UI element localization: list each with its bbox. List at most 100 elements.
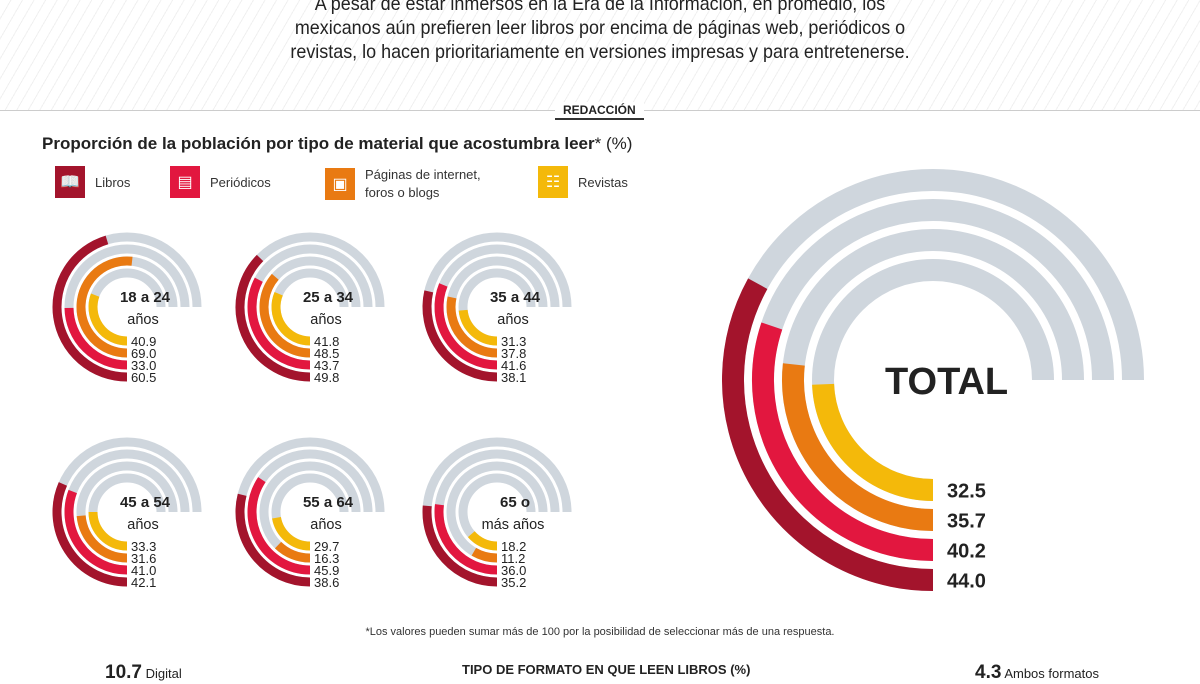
value-label-paginas: 16.3 — [314, 551, 339, 566]
format-title: TIPO DE FORMATO EN QUE LEEN LIBROS (%) — [462, 662, 751, 677]
arc-libros — [52, 235, 128, 382]
group-label: TOTAL — [885, 361, 1008, 403]
arc-revistas — [467, 531, 498, 551]
value-label-revistas: 18.2 — [501, 539, 526, 554]
value-label-periodicos: 41.6 — [501, 358, 526, 373]
value-label-revistas: 41.8 — [314, 334, 339, 349]
value-label-periodicos: 43.7 — [314, 358, 339, 373]
intro-text: A pesar de estar inmersos en la Era de l… — [278, 0, 922, 64]
magazine-icon: ☷ — [538, 166, 568, 198]
arc-libros — [235, 493, 311, 587]
arc-paginas — [76, 256, 133, 358]
value-label-libros: 38.6 — [314, 575, 339, 590]
header-background — [0, 0, 1200, 110]
intro-line: revistas, lo hacen prioritariamente en v… — [290, 41, 910, 63]
group-label: años — [497, 312, 528, 328]
arc-libros — [422, 290, 498, 382]
both-value: 4.3 — [975, 662, 1002, 683]
arc-libros — [722, 278, 934, 591]
arc-libros — [422, 505, 498, 587]
legend-label: Páginas de internet, — [365, 167, 481, 182]
group-label: años — [310, 517, 341, 533]
value-label-periodicos: 41.0 — [131, 563, 156, 578]
arc-periodicos — [247, 277, 311, 370]
digital-value: 10.7 — [105, 662, 142, 683]
track-arc — [446, 461, 548, 563]
value-label-libros: 42.1 — [131, 575, 156, 590]
arc-periodicos — [434, 283, 498, 370]
value-label-paginas: 35.7 — [947, 511, 986, 533]
value-label-revistas: 29.7 — [314, 539, 339, 554]
both-label: Ambos formatos — [1004, 666, 1099, 681]
value-label-libros: 60.5 — [131, 370, 156, 385]
group-label: más años — [482, 517, 545, 533]
value-label-libros: 38.1 — [501, 370, 526, 385]
group-label: 25 a 34 — [303, 289, 354, 306]
value-label-paginas: 69.0 — [131, 346, 156, 361]
arc-revistas — [812, 383, 934, 501]
group-label: 35 a 44 — [490, 289, 541, 306]
value-label-libros: 49.8 — [314, 370, 339, 385]
chart-title: Proporción de la población por tipo de m… — [42, 134, 632, 154]
arc-periodicos — [247, 477, 311, 575]
value-label-periodicos: 40.2 — [947, 541, 986, 563]
arc-paginas — [259, 273, 311, 358]
arc-paginas — [782, 363, 934, 531]
book-icon: 📖 — [55, 166, 85, 198]
value-label-paginas: 48.5 — [314, 346, 339, 361]
byline: REDACCIÓN — [555, 102, 644, 120]
arc-revistas — [272, 516, 311, 551]
value-label-revistas: 32.5 — [947, 481, 986, 503]
legend-label: Revistas — [578, 174, 628, 190]
group-label: 18 a 24 — [120, 289, 171, 306]
footnote: *Los valores pueden sumar más de 100 por… — [365, 626, 835, 638]
arc-paginas — [274, 541, 311, 563]
group-label: 55 a 64 — [303, 494, 354, 511]
group-label: años — [127, 517, 158, 533]
group-label: años — [127, 312, 158, 328]
arc-revistas — [88, 511, 128, 551]
legend-revistas: ☷ Revistas — [538, 166, 628, 198]
both-stat: 4.3 Ambos formatos — [975, 662, 1099, 684]
arc-paginas — [471, 547, 498, 563]
arc-revistas — [271, 292, 311, 346]
group-label: 45 a 54 — [120, 494, 171, 511]
arc-periodicos — [64, 489, 128, 575]
legend-label: Libros — [95, 174, 131, 190]
digital-stat: 10.7 Digital — [105, 662, 182, 684]
legend-libros: 📖 Libros — [55, 166, 130, 198]
value-label-periodicos: 36.0 — [501, 563, 526, 578]
value-label-paginas: 31.6 — [131, 551, 156, 566]
intro-line: mexicanos aún prefieren leer libros por … — [294, 17, 906, 39]
arc-revistas — [458, 309, 498, 346]
legend-periodicos: ▤ Periódicos — [170, 166, 271, 198]
intro-line: A pesar de estar inmersos en la Era de l… — [314, 0, 886, 15]
legend-paginas: ▣ Páginas de internet, foros o blogs — [325, 166, 481, 202]
arc-periodicos — [64, 307, 128, 370]
chart-title-text: Proporción de la población por tipo de m… — [42, 134, 595, 153]
newspaper-icon: ▤ — [170, 166, 200, 198]
legend-label: Periódicos — [210, 174, 271, 190]
value-label-revistas: 31.3 — [501, 334, 526, 349]
legend-label: foros o blogs — [365, 185, 440, 200]
value-label-revistas: 40.9 — [131, 334, 156, 349]
value-label-paginas: 11.2 — [501, 551, 525, 566]
value-label-revistas: 33.3 — [131, 539, 156, 554]
value-label-libros: 44.0 — [947, 571, 986, 593]
value-label-periodicos: 45.9 — [314, 563, 339, 578]
laptop-icon: ▣ — [325, 168, 355, 200]
value-label-paginas: 37.8 — [501, 346, 526, 361]
arc-paginas — [76, 515, 128, 563]
arc-libros — [52, 482, 128, 587]
chart-title-suffix: * (%) — [594, 134, 633, 153]
arc-periodicos — [434, 504, 498, 575]
arc-paginas — [446, 296, 498, 358]
digital-label: Digital — [145, 666, 182, 681]
arc-revistas — [88, 293, 128, 346]
arc-libros — [235, 254, 311, 382]
group-label: 65 o — [500, 494, 530, 511]
value-label-libros: 35.2 — [501, 575, 526, 590]
arc-periodicos — [752, 322, 934, 561]
value-label-periodicos: 33.0 — [131, 358, 156, 373]
